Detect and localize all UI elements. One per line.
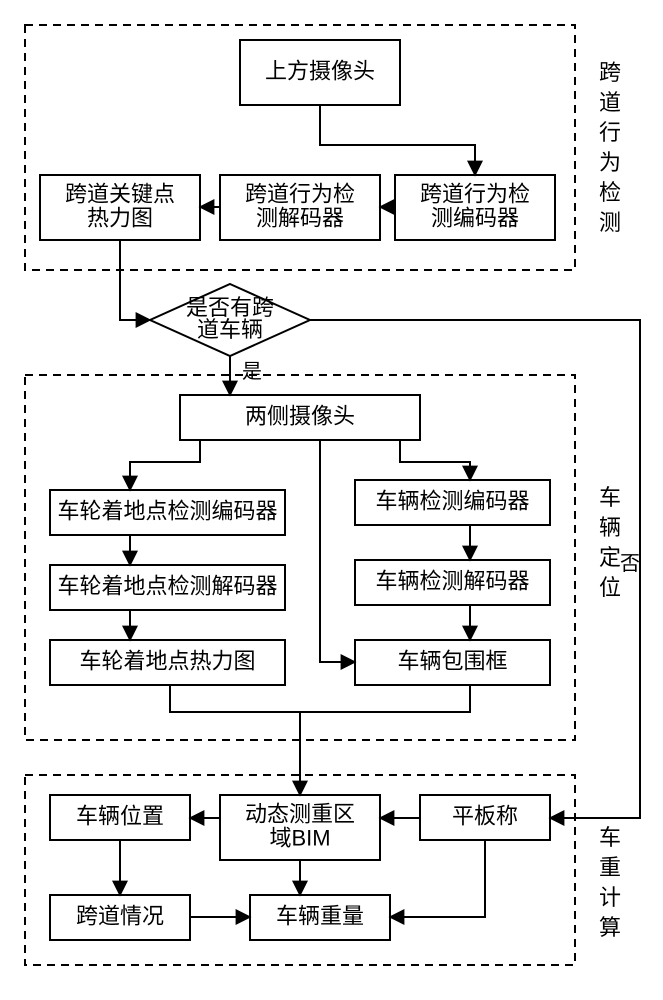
- group-label-g1: 跨道行为检测: [599, 60, 621, 235]
- edge-3: [120, 240, 150, 320]
- label-top_cam: 上方摄像头: [265, 58, 375, 83]
- edge-14: [300, 685, 470, 712]
- label-bim: 域BIM: [269, 825, 330, 850]
- label-veh_dec: 车辆检测解码器: [375, 568, 529, 593]
- label-pos: 车辆位置: [76, 803, 164, 828]
- label-scale: 平板称: [452, 803, 518, 828]
- label-veh_box: 车辆包围框: [397, 648, 507, 673]
- edge-9: [400, 440, 470, 480]
- label-wheel_heat: 车轮着地点热力图: [79, 648, 255, 673]
- label-enc1: 跨道行为检: [420, 181, 530, 206]
- edge-13: [170, 685, 300, 712]
- label-cross: 跨道情况: [76, 903, 164, 928]
- label-dec1: 测解码器: [256, 205, 344, 230]
- edge-label-4: 是: [242, 361, 262, 383]
- label-dec1: 跨道行为检: [245, 181, 355, 206]
- label-bim: 动态测重区: [245, 801, 355, 826]
- edge-21: [390, 840, 485, 917]
- diamond-label: 道车辆: [197, 317, 263, 342]
- label-veh_enc: 车辆检测编码器: [375, 488, 529, 513]
- label-heat1: 热力图: [87, 205, 153, 230]
- edge-0: [320, 105, 475, 175]
- group-label-g3: 车重计算: [599, 825, 621, 940]
- label-wheel_enc: 车轮着地点检测编码器: [57, 498, 277, 523]
- edge-6: [130, 440, 200, 490]
- label-enc1: 测编码器: [431, 205, 519, 230]
- edge-label-5: 否: [620, 553, 640, 575]
- label-wheel_dec: 车轮着地点检测解码器: [57, 573, 277, 598]
- group-label-g2: 车辆定位: [599, 485, 621, 600]
- edge-12: [320, 440, 355, 662]
- label-side_cam: 两侧摄像头: [245, 403, 355, 428]
- label-weight: 车辆重量: [276, 903, 364, 928]
- label-heat1: 跨道关键点: [65, 181, 175, 206]
